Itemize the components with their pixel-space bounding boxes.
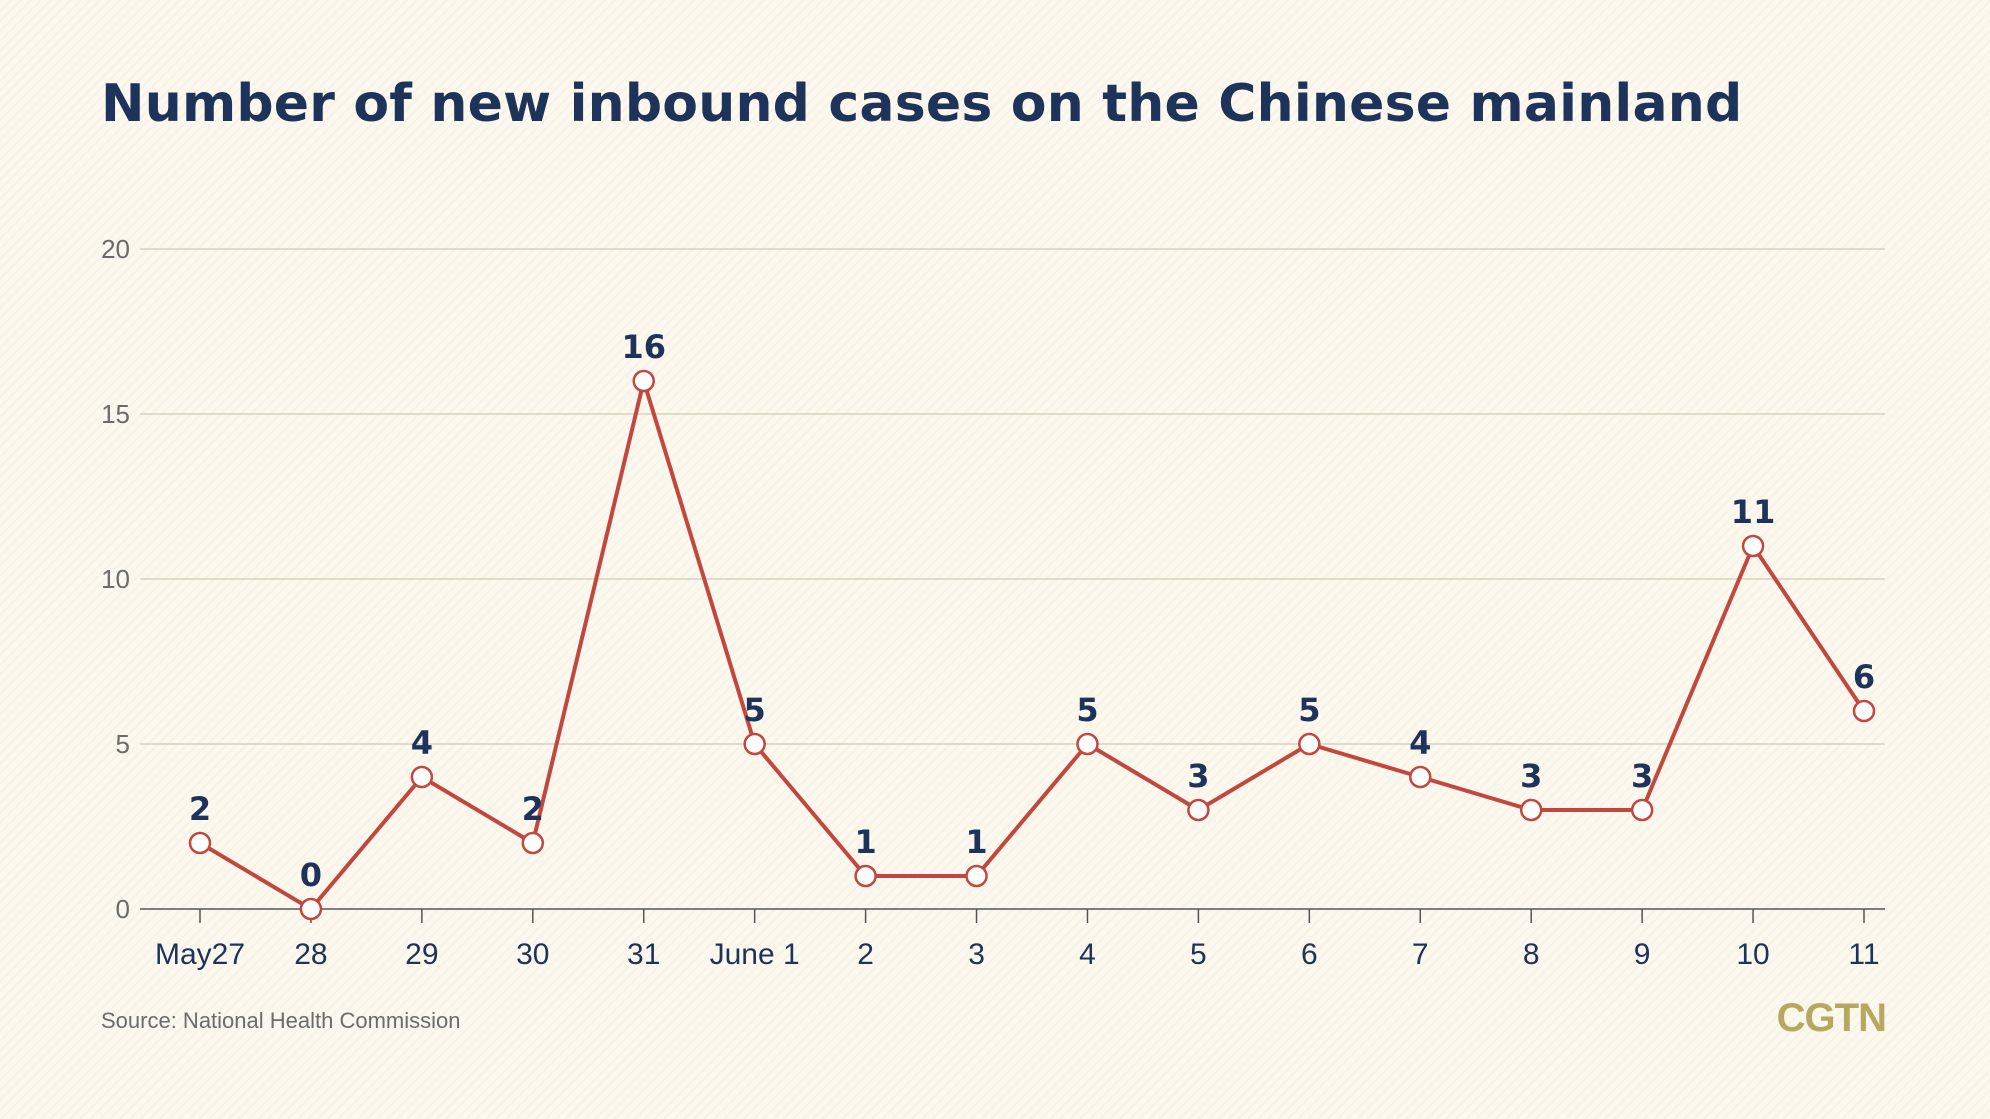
data-points <box>188 369 1876 921</box>
x-tick-label: 10 <box>1736 938 1769 971</box>
data-point <box>188 831 212 855</box>
data-label: 5 <box>1076 691 1098 729</box>
data-point <box>1076 732 1099 756</box>
x-tick-label: 30 <box>516 938 549 971</box>
gridlines <box>140 248 1885 745</box>
data-label: 5 <box>744 691 766 729</box>
y-tick-label-0: 0 <box>116 894 130 924</box>
data-label: 3 <box>1520 757 1542 795</box>
series-polyline <box>198 379 1866 911</box>
x-tick-label: 5 <box>1190 938 1207 971</box>
x-tick-label: 11 <box>1848 938 1879 971</box>
x-axis-ticks: May27 28 29 30 31 June 1 2 3 4 5 6 7 8 9 10 11 <box>155 909 1880 971</box>
data-point <box>521 831 545 855</box>
data-point <box>743 732 766 756</box>
chart-title: Number of new inbound cases on the Chine… <box>101 74 1743 134</box>
data-point <box>1741 534 1765 558</box>
data-point <box>299 897 323 921</box>
data-label: 4 <box>1409 724 1431 762</box>
data-point <box>1519 798 1543 822</box>
data-label: 11 <box>1731 493 1776 531</box>
y-axis-ticks: 0 5 10 15 20 <box>101 234 130 924</box>
x-tick-label: 6 <box>1301 938 1318 971</box>
data-point <box>1852 699 1876 723</box>
data-label: 2 <box>522 790 544 828</box>
data-point <box>410 765 434 789</box>
data-label: 3 <box>1187 757 1209 795</box>
data-label: 3 <box>1631 757 1653 795</box>
series-line <box>198 379 1866 911</box>
data-label: 6 <box>1853 658 1875 696</box>
data-point <box>632 369 655 393</box>
x-tick-label: 2 <box>857 938 874 971</box>
data-point <box>1630 798 1654 822</box>
x-tick-label: 8 <box>1523 938 1540 971</box>
x-tick-label: 28 <box>294 938 327 971</box>
cgtn-logo: CGTN <box>1776 996 1887 1040</box>
data-point <box>854 864 877 888</box>
x-tick-label: 31 <box>627 938 660 971</box>
data-label: 16 <box>621 328 666 366</box>
y-tick-label-15: 15 <box>101 399 130 429</box>
x-tick-label: 9 <box>1634 938 1651 971</box>
data-label: 1 <box>965 823 987 861</box>
data-label: 4 <box>411 724 433 762</box>
data-label: 2 <box>189 790 211 828</box>
x-tick-label: May27 <box>155 938 245 971</box>
x-tick-label: 3 <box>968 938 985 971</box>
data-point <box>1298 732 1321 756</box>
y-tick-label-20: 20 <box>101 234 130 264</box>
x-tick-label: 7 <box>1412 938 1429 971</box>
y-tick-label-5: 5 <box>116 729 130 759</box>
x-tick-label: 29 <box>405 938 438 971</box>
data-label: 1 <box>854 823 876 861</box>
data-label: 5 <box>1298 691 1320 729</box>
source-note: Source: National Health Commission <box>101 1008 461 1033</box>
data-label: 0 <box>300 856 322 894</box>
data-point <box>1409 765 1432 789</box>
y-tick-label-10: 10 <box>101 564 130 594</box>
data-point <box>1187 798 1210 822</box>
x-tick-label: 4 <box>1079 938 1096 971</box>
x-tick-label: June 1 <box>710 938 800 971</box>
data-point <box>965 864 988 888</box>
